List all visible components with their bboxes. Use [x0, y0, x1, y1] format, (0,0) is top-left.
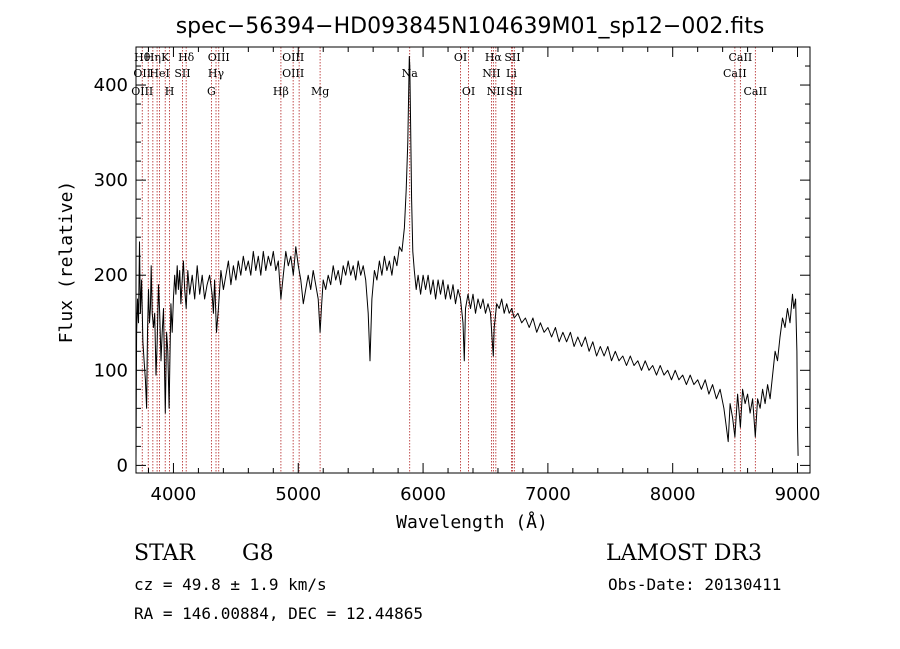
y-axis-ticks: 0 100 200 300 400: [94, 46, 810, 476]
line-label-8-0: Hδ: [178, 51, 195, 64]
line-label-25-1: CaII: [723, 67, 747, 80]
y-tick-label-0: 0: [117, 455, 128, 476]
chart-title: spec−56394−HD093845N104639M01_sp12−002.f…: [176, 14, 765, 39]
line-label-27-2: CaII: [743, 85, 767, 98]
line-label-13-0: OIII: [282, 51, 304, 64]
y-tick-label-200: 200: [94, 265, 128, 286]
x-tick-label-8000: 8000: [650, 484, 696, 505]
line-label-13-1: OIII: [282, 67, 304, 80]
line-label-18-2: OI: [462, 85, 475, 98]
line-label-19-1: NII: [482, 67, 500, 80]
spectral-lines: [141, 47, 756, 473]
x-tick-label-6000: 6000: [400, 484, 446, 505]
x-tick-label-4000: 4000: [151, 484, 197, 505]
line-label-0-1: OII: [133, 67, 151, 80]
y-tick-label-300: 300: [94, 170, 128, 191]
line-label-20-0: Hα: [485, 51, 503, 64]
line-label-7-1: SII: [174, 67, 190, 80]
obs-date: Obs-Date: 20130411: [608, 575, 781, 594]
object-subclass: G8: [242, 541, 274, 566]
line-label-10-1: Hγ: [208, 67, 225, 80]
y-axis-label: Flux (relative): [56, 181, 77, 344]
plot-frame: [135, 46, 811, 474]
x-tick-label-7000: 7000: [525, 484, 571, 505]
line-label-2-0: Hη: [145, 51, 161, 64]
spectral-line-labels: Hθ OII OIII Hη HeI K H SII Hδ G Hγ OIII Hβ OIII OIII Mg…: [131, 51, 767, 98]
line-label-6-2: H: [165, 85, 175, 98]
object-class: STAR: [134, 541, 196, 566]
x-axis-label: Wavelength (Å): [396, 511, 548, 533]
line-label-5-0: K: [161, 51, 170, 64]
redshift-cz: cz = 49.8 ± 1.9 km/s: [134, 575, 327, 594]
line-label-24-2: SII: [506, 85, 522, 98]
x-axis-ticks: 4000 5000 6000 7000 8000 9000: [147, 47, 821, 505]
line-label-0-2: OIII: [131, 85, 153, 98]
line-label-0-0: Hθ: [134, 51, 151, 64]
y-tick-label-100: 100: [94, 360, 128, 381]
line-label-26-0: CaII: [729, 51, 753, 64]
line-label-17-0: OI: [454, 51, 467, 64]
survey-name: LAMOST DR3: [606, 541, 762, 566]
line-label-21-2: NII: [487, 85, 505, 98]
line-label-12-2: Hβ: [273, 85, 289, 98]
y-tick-label-400: 400: [94, 75, 128, 96]
ra-dec: RA = 146.00884, DEC = 12.44865: [134, 604, 423, 623]
line-label-15-2: Mg: [311, 85, 329, 98]
line-label-4-1: HeI: [149, 67, 169, 80]
line-label-9-2: G: [207, 85, 216, 98]
x-tick-label-9000: 9000: [775, 484, 821, 505]
flux-series-line: [135, 56, 799, 461]
line-label-23-0: SII: [504, 51, 520, 64]
x-tick-label-5000: 5000: [275, 484, 321, 505]
line-label-22-1: Li: [506, 67, 517, 80]
line-label-11-0: OIII: [208, 51, 230, 64]
